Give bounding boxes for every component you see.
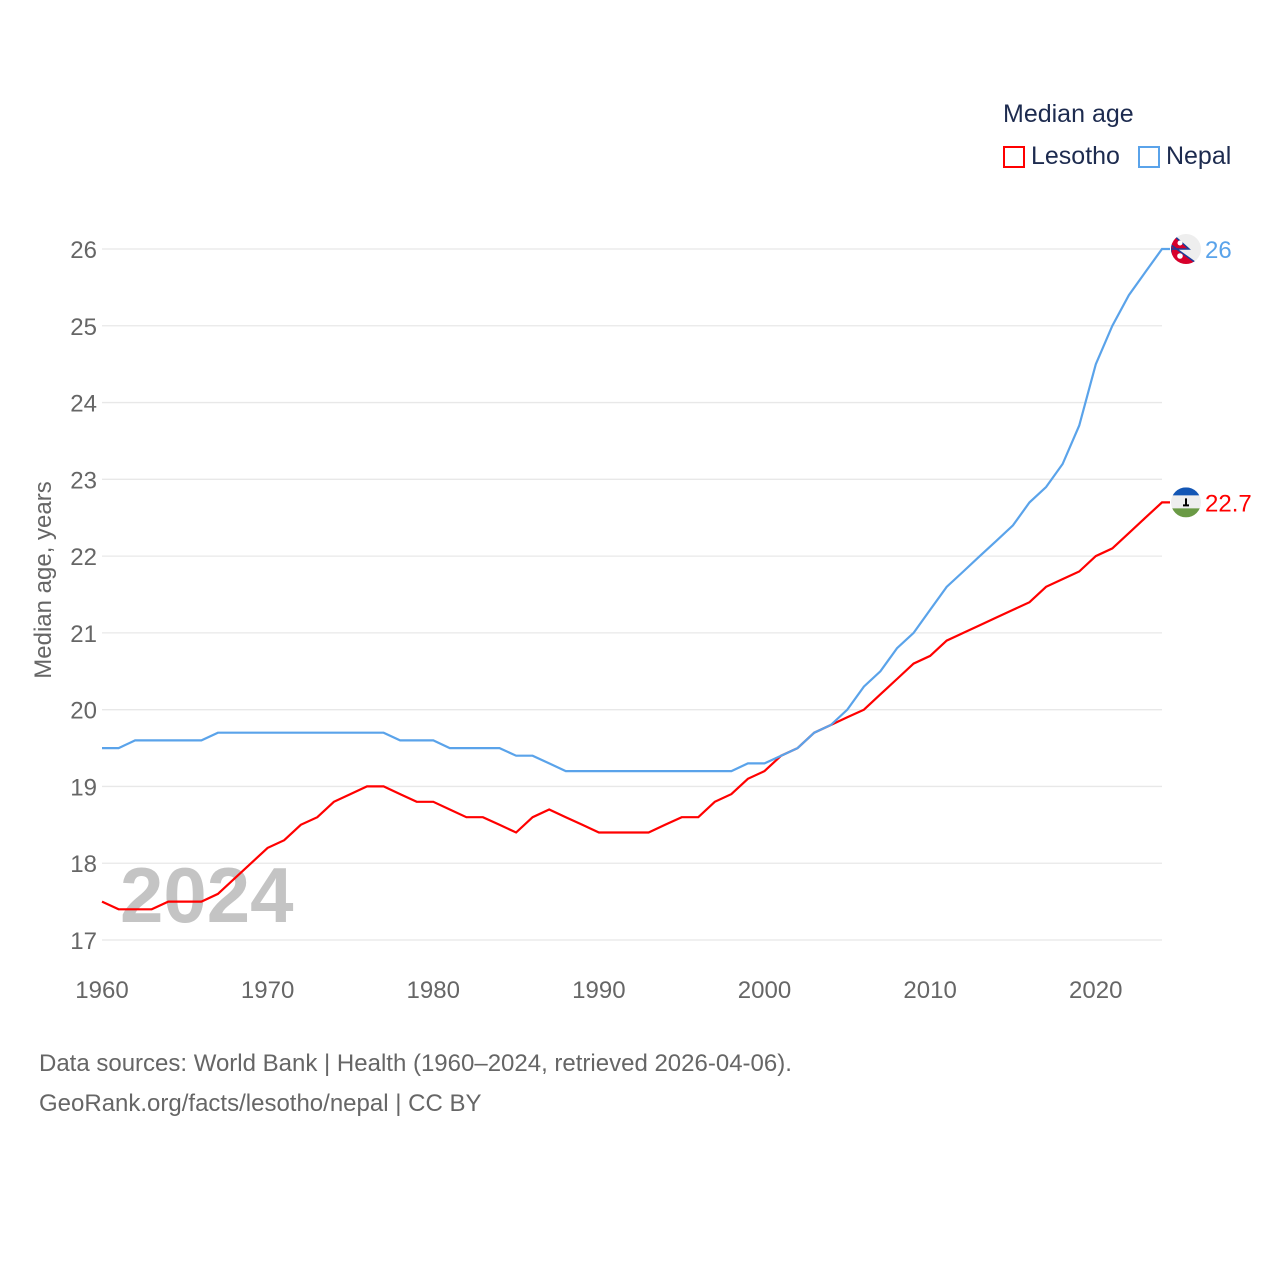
x-tick-label: 2010	[903, 977, 956, 1004]
legend-item-nepal[interactable]: Nepal	[1137, 142, 1232, 171]
x-tick-label: 1980	[407, 977, 460, 1004]
source-note: Data sources: World Bank | Health (1960–…	[39, 1044, 792, 1124]
year-watermark: 2024	[120, 851, 294, 939]
legend-item-lesotho[interactable]: Lesotho	[1003, 142, 1120, 171]
y-tick-label: 25	[70, 314, 97, 341]
source-line: Data sources: World Bank | Health (1960–…	[39, 1050, 792, 1077]
series-line-lesotho	[101, 501, 1170, 911]
y-tick-label: 20	[70, 698, 97, 725]
y-tick-label: 22	[70, 544, 97, 571]
y-tick-label: 23	[70, 467, 97, 494]
x-tick-label: 1960	[75, 977, 128, 1004]
legend-swatch-nepal	[1137, 145, 1160, 168]
end-value-label-lesotho: 22.7	[1205, 490, 1252, 517]
legend: Lesotho Nepal	[1003, 142, 1231, 171]
legend-label-nepal: Nepal	[1165, 142, 1232, 170]
lesotho-flag-icon	[1171, 487, 1201, 518]
series-line-nepal	[102, 247, 1170, 773]
end-value-label-nepal: 26	[1205, 237, 1232, 264]
legend-label-lesotho: Lesotho	[1031, 142, 1120, 170]
y-tick-label: 24	[70, 391, 97, 418]
y-tick-label: 19	[70, 774, 97, 801]
x-tick-label: 1990	[572, 977, 625, 1004]
x-tick-label: 2020	[1069, 977, 1122, 1004]
y-tick-label: 17	[70, 928, 97, 955]
y-tick-label: 21	[70, 621, 97, 648]
attribution-link[interactable]: GeoRank.org/facts/lesotho/nepal | CC BY	[39, 1090, 482, 1117]
nepal-flag-icon	[1171, 234, 1201, 264]
x-tick-label: 2000	[738, 977, 791, 1004]
y-axis-label: Median age, years	[30, 481, 57, 678]
y-tick-label: 18	[70, 851, 97, 878]
x-tick-label: 1970	[241, 977, 294, 1004]
y-tick-label: 26	[70, 237, 97, 264]
legend-title: Median age	[1003, 100, 1134, 128]
legend-swatch-lesotho	[1003, 145, 1025, 168]
